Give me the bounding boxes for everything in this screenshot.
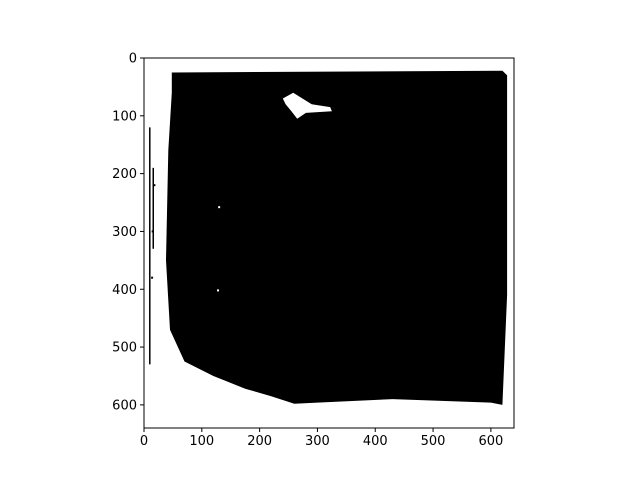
x-tick-label: 400 bbox=[363, 434, 388, 449]
inner-hole bbox=[282, 92, 332, 119]
axes-layer: 0 100 200 300 400 500 600 0 100 200 300 400 500 600 bbox=[112, 52, 515, 449]
x-tick-label: 0 bbox=[140, 434, 148, 449]
foreground-region bbox=[166, 70, 508, 405]
y-tick-label: 300 bbox=[112, 225, 137, 240]
x-tick-label: 100 bbox=[189, 434, 214, 449]
speckle bbox=[151, 276, 154, 279]
y-tick-label: 200 bbox=[112, 167, 137, 182]
x-tick-label: 300 bbox=[305, 434, 330, 449]
x-tick-label: 200 bbox=[247, 434, 272, 449]
y-tick-label: 600 bbox=[112, 398, 137, 413]
y-tick-label: 400 bbox=[112, 283, 137, 298]
x-tick-label: 600 bbox=[478, 434, 503, 449]
speckle bbox=[217, 289, 219, 292]
axes-frame bbox=[143, 57, 515, 429]
image-layer bbox=[144, 58, 514, 428]
y-tick-label: 500 bbox=[112, 341, 137, 356]
speckle bbox=[218, 206, 221, 209]
y-tick-label: 0 bbox=[129, 52, 137, 67]
speckle bbox=[151, 230, 154, 233]
speckle bbox=[153, 184, 156, 187]
y-tick-label: 100 bbox=[112, 109, 137, 124]
x-tick-label: 500 bbox=[421, 434, 446, 449]
